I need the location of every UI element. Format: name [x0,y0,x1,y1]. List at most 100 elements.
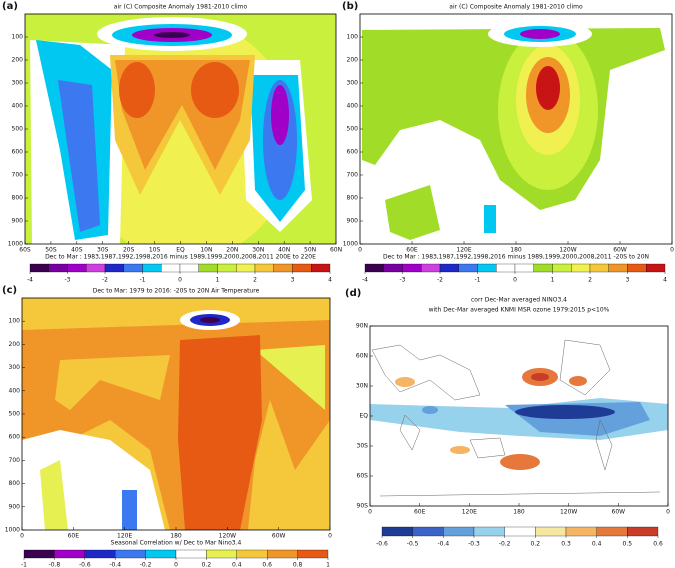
contour-region [422,406,438,414]
colorbar-box [175,549,207,559]
y-tick-label: 500 [9,411,21,418]
y-tick-label: 700 [12,172,24,179]
colorbar-box [236,263,256,273]
contour-region [271,85,289,145]
x-tick-label: 30S [97,247,109,254]
colorbar-label: -0.6 [79,562,91,568]
x-tick-label: 120W [559,247,576,254]
y-tick-label: 900 [12,218,24,225]
colorbar-box [514,263,534,273]
colorbar-box [381,526,413,537]
colorbar-box [29,263,49,273]
contour-region [119,62,155,118]
colorbar-label: -3 [400,277,406,284]
chart-title: corr Dec-Mar averaged NINO3.4 [471,297,567,304]
x-tick-label: 120E [117,533,132,540]
colorbar-box [402,263,422,273]
colorbar-box [504,526,536,537]
colorbar-box [54,549,85,559]
colorbar-box [311,263,331,273]
y-tick-label: 600 [347,149,359,156]
panel-label: (a) [2,1,18,12]
colorbar-label: 1 [216,277,220,284]
colorbar-box [206,549,237,559]
colorbar-label: -2 [437,277,443,284]
colorbar-box [123,263,143,273]
x-tick-label: 40N [278,247,290,254]
colorbar-box [145,549,177,559]
contour-region [450,446,470,454]
colorbar-box [533,263,553,273]
colorbar-label: 0.8 [293,562,303,568]
colorbar-box [552,263,572,273]
x-tick-label: 0 [328,533,332,540]
colorbar-label: -0.4 [437,541,449,548]
y-tick-label: 1000 [5,527,20,534]
y-tick-label: 100 [347,34,359,41]
colorbar-label: -1 [140,277,146,284]
colorbar-box [292,263,312,273]
y-tick-label: 60S [357,473,369,480]
y-tick-label: 800 [12,195,24,202]
colorbar-label: 4 [663,277,667,284]
y-tick-label: 100 [12,34,24,41]
y-tick-label: 800 [347,195,359,202]
y-tick-label: 700 [9,457,21,464]
colorbar-box [198,263,218,273]
y-tick-label: 300 [347,80,359,87]
y-tick-label: 30S [357,443,369,450]
x-tick-label: 0 [368,509,372,516]
x-tick-label: 60E [414,509,426,516]
x-tick-label: 60W [612,509,626,516]
colorbar-label: -0.2 [140,562,152,568]
colorbar-label: 0.6 [653,541,663,548]
y-tick-label: 30N [356,383,368,390]
x-tick-label: 60N [330,247,342,254]
colorbar-box [86,263,106,273]
contour-region [195,345,225,445]
colorbar-box [161,263,181,273]
colorbar-label: 0.2 [531,541,541,548]
x-tick-label: 0 [666,509,670,516]
chart-title: air (C) Composite Anomaly 1981-2010 clim… [114,4,248,11]
coastline [371,339,661,497]
x-tick-label: 120W [560,509,577,516]
colorbar-label: 0.3 [561,541,571,548]
x-tick-label: 120E [456,247,471,254]
y-tick-label: 200 [12,57,24,64]
contour-field [360,14,672,244]
x-tick-label: 180 [513,509,525,516]
y-tick-label: 600 [9,434,21,441]
colorbar-label: -1 [21,562,27,568]
x-tick-label: 60W [613,247,627,254]
x-tick-label: 10S [149,247,161,254]
colorbar-box [421,263,441,273]
x-tick-label: 50N [304,247,316,254]
chart-title: Dec to Mar: 1979 to 2016: -20S to 20N Ai… [93,288,260,295]
y-tick-label: 400 [347,103,359,110]
x-tick-label: 120E [462,509,477,516]
x-tick-label: 30N [252,247,264,254]
map-field [370,326,668,506]
x-tick-label: 60E [406,247,418,254]
colorbar-box [627,263,647,273]
contour-region [536,66,560,110]
colorbar-box [254,263,274,273]
colorbar-label: 0 [178,277,182,284]
y-tick-label: 1000 [8,241,23,248]
colorbar-box [273,263,293,273]
colorbar-label: 3 [291,277,295,284]
x-tick-label: 20S [123,247,135,254]
x-tick-label: 20N [226,247,238,254]
chart-subtitle: with Dec-Mar averaged KNMI MSR ozone 197… [429,307,610,314]
x-tick-label: 180 [510,247,522,254]
colorbar-box [496,263,516,273]
colorbar-label: 0.2 [202,562,212,568]
x-tick-label: 50S [45,247,57,254]
y-tick-label: 400 [12,103,24,110]
x-tick-label: 0 [358,247,362,254]
x-tick-label: 60E [68,533,80,540]
x-tick-label: 60S [19,247,31,254]
y-tick-label: 900 [9,503,21,510]
